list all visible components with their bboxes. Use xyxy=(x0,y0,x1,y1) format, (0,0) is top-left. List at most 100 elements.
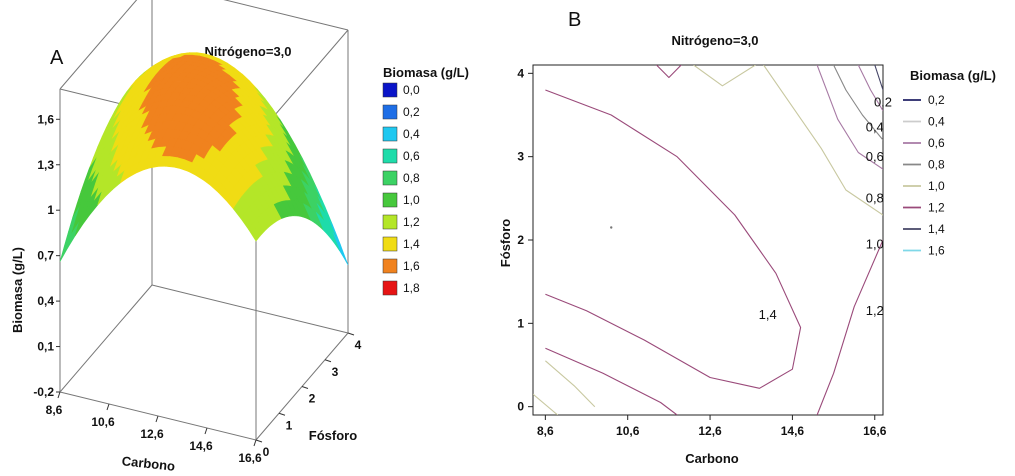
y-tick-label: 1 xyxy=(286,418,293,432)
panel-a-legend-title: Biomasa (g/L) xyxy=(383,65,469,80)
legend-label: 0,4 xyxy=(928,115,945,129)
z-tick-label: 1,6 xyxy=(37,112,54,126)
z-tick-label: 1,3 xyxy=(37,158,54,172)
box-edge xyxy=(59,284,153,393)
panel-b-x-axis-label: Carbono xyxy=(685,451,739,466)
contour-line xyxy=(693,65,756,87)
x-tick-label: 10,6 xyxy=(616,424,640,438)
box-edge xyxy=(59,0,138,90)
legend-swatch xyxy=(382,258,398,274)
center-marker xyxy=(610,226,613,229)
legend-label: 1,0 xyxy=(928,179,945,193)
contour-label: 1,2 xyxy=(866,303,884,318)
x-tick-mark xyxy=(57,391,61,399)
legend-swatch xyxy=(382,82,398,98)
y-tick-mark xyxy=(324,359,332,363)
z-tick-label: -0,2 xyxy=(33,385,54,399)
x-tick-label: 14,6 xyxy=(781,424,805,438)
legend-label: 0,0 xyxy=(403,83,420,97)
box-edge xyxy=(223,0,349,31)
legend-label: 1,6 xyxy=(403,259,420,273)
panel-b-ticks: 8,6 10,6 12,6 14,6 16,6 0 1 2 3 4 xyxy=(517,66,886,438)
x-tick-label: 12,6 xyxy=(698,424,722,438)
y-tick-label: 0 xyxy=(263,445,270,459)
y-tick-label: 3 xyxy=(332,365,339,379)
legend-label: 1,4 xyxy=(403,237,420,251)
contour-label: 0,6 xyxy=(866,149,884,164)
panel-a-y-axis-label: Fósforo xyxy=(309,428,357,443)
legend-label: 0,2 xyxy=(403,105,420,119)
panel-b-letter: B xyxy=(568,9,581,31)
contour-line xyxy=(545,89,802,389)
panel-b-plot-frame xyxy=(532,64,884,416)
y-tick-label: 1 xyxy=(517,316,524,330)
legend-label: 1,2 xyxy=(928,201,945,215)
contour-line xyxy=(816,65,883,170)
contour-label: 1,0 xyxy=(866,236,884,251)
contour-line xyxy=(545,347,678,415)
z-tick-label: 0,7 xyxy=(37,249,54,263)
contour-line xyxy=(656,65,682,79)
x-tick-label: 8,6 xyxy=(537,424,554,438)
x-tick-label: 16,6 xyxy=(238,451,262,465)
panel-b-contours xyxy=(533,65,883,415)
surface-patch xyxy=(59,233,72,262)
panel-a-surface xyxy=(59,52,349,266)
y-tick-label: 3 xyxy=(517,150,524,164)
legend-label: 0,6 xyxy=(403,149,420,163)
contour-line xyxy=(857,65,883,112)
y-tick-mark xyxy=(255,439,263,443)
legend-swatch xyxy=(382,170,398,186)
y-tick-label: 4 xyxy=(517,66,524,80)
x-tick-mark xyxy=(204,427,208,435)
legend-swatch xyxy=(382,148,398,164)
y-tick-label: 0 xyxy=(517,400,524,414)
y-tick-mark xyxy=(278,412,286,416)
contour-line xyxy=(533,393,559,415)
legend-swatch xyxy=(382,214,398,230)
y-tick-mark xyxy=(347,332,355,336)
panel-b-legend: 0,2 0,4 0,6 0,8 1,0 1,2 1,4 1,6 xyxy=(903,93,945,258)
z-tick-label: 0,4 xyxy=(37,294,54,308)
y-tick-label: 2 xyxy=(517,233,524,247)
x-tick-label: 14,6 xyxy=(189,439,213,453)
panel-b-legend-title: Biomasa (g/L) xyxy=(910,68,996,83)
legend-label: 1,8 xyxy=(403,281,420,295)
contour-label: 0,8 xyxy=(866,191,884,206)
y-tick-mark xyxy=(301,386,309,389)
panel-a-z-ticks: -0,2 0,1 0,4 0,7 1 1,3 1,6 xyxy=(33,112,60,399)
panel-b-title: Nitrógeno=3,0 xyxy=(671,33,758,48)
contour-label: 0,2 xyxy=(874,95,892,110)
panel-a-x-axis-label: Carbono xyxy=(121,453,176,474)
legend-swatch xyxy=(382,104,398,120)
z-tick-label: 1 xyxy=(47,203,54,217)
contour-line xyxy=(816,239,883,415)
x-tick-label: 10,6 xyxy=(91,415,115,429)
panel-a-z-axis-label: Biomasa (g/L) xyxy=(10,247,25,333)
legend-label: 0,8 xyxy=(403,171,420,185)
panel-a-legend: 0,0 0,2 0,4 0,6 0,8 1,0 1,2 1,4 1,6 1,8 xyxy=(382,82,420,296)
surface-patch xyxy=(248,223,261,242)
panel-b-y-axis-label: Fósforo xyxy=(498,219,513,267)
legend-label: 1,0 xyxy=(403,193,420,207)
legend-label: 1,6 xyxy=(928,244,945,258)
x-tick-label: 16,6 xyxy=(863,424,887,438)
contour-line xyxy=(874,65,883,91)
x-tick-mark xyxy=(106,403,110,411)
contour-line xyxy=(833,65,883,141)
box-edge xyxy=(151,284,349,334)
panel-a-y-ticks: 0 1 2 3 4 xyxy=(255,332,362,459)
legend-label: 0,2 xyxy=(928,93,945,107)
x-tick-label: 8,6 xyxy=(46,403,63,417)
legend-swatch xyxy=(382,192,398,208)
z-tick-label: 0,1 xyxy=(37,340,54,354)
legend-label: 0,4 xyxy=(403,127,420,141)
x-tick-label: 12,6 xyxy=(140,427,164,441)
legend-swatch xyxy=(382,280,398,296)
legend-label: 0,6 xyxy=(928,136,945,150)
contour-label: 0,4 xyxy=(866,120,884,135)
contour-line xyxy=(763,65,883,216)
y-tick-label: 4 xyxy=(355,338,362,352)
contour-label: 1,4 xyxy=(759,307,777,322)
